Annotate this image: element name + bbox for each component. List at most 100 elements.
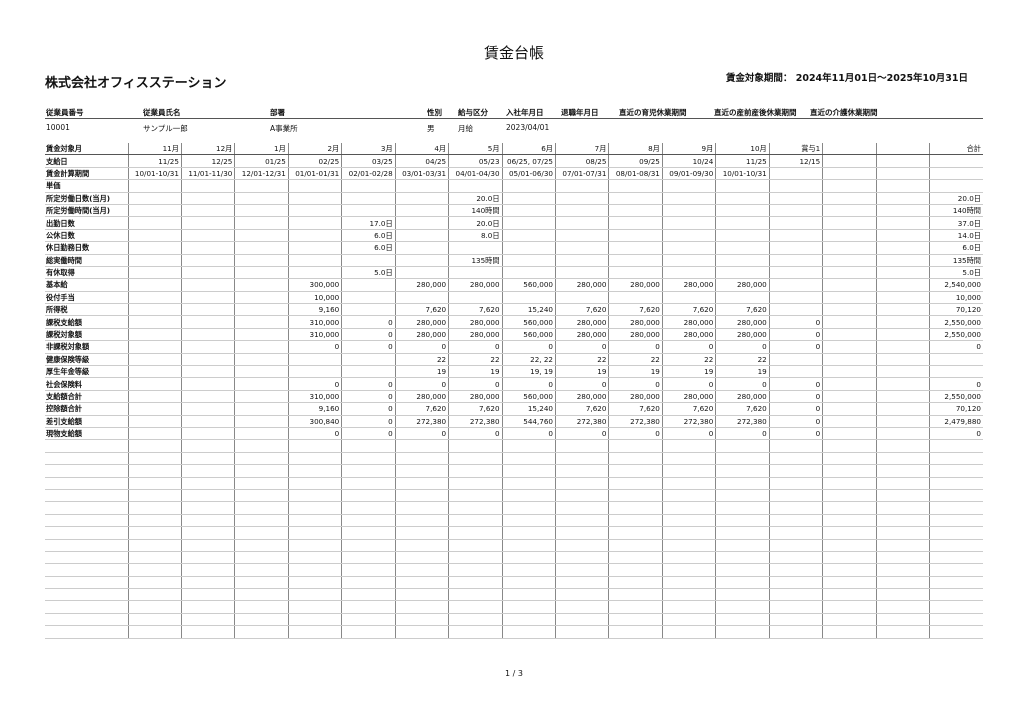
table-cell [661,514,716,528]
table-cell [394,192,449,205]
table-cell: 280,000 [394,390,449,404]
table-cell [287,501,342,515]
table-cell [768,192,823,205]
table-cell [875,563,930,577]
table-row [45,489,983,503]
table-cell [929,613,983,627]
table-cell [234,278,289,292]
table-row [45,526,983,540]
table-cell [822,303,877,317]
table-cell [287,563,342,577]
table-cell [661,539,716,552]
table-cell [929,501,983,515]
wage-ledger-table: 賃金対象月 11月 12月 1月 2月 3月 4月 5月 6月 7月 8月 9月 10月 賞与1 合計 支給日… [45,143,983,639]
table-cell [341,625,396,639]
table-cell [554,477,609,490]
table-cell [234,600,289,614]
table-cell: 280,000 [661,278,716,292]
table-cell: 22 [394,353,449,367]
wage-period: 賃金対象期間： 2024年11月01日～2025年10月31日 [725,73,968,84]
table-cell [554,539,609,552]
table-cell [822,179,877,193]
table-cell [127,600,182,614]
table-cell [768,539,823,552]
table-cell: 0 [768,340,823,354]
table-cell: 19 [608,365,663,379]
table-cell: 12月 [180,143,235,156]
table-cell [554,526,609,540]
table-cell [554,192,609,205]
table-cell: 7,620 [448,303,503,317]
table-cell [234,464,289,478]
table-row: 出勤日数 17.0日 20.0日 37.0日 [45,216,983,230]
table-row: 公休日数 6.0日 8.0日 14.0日 [45,229,983,243]
table-cell [234,576,289,590]
table-cell [554,464,609,478]
table-cell [554,600,609,614]
table-cell [715,489,770,503]
table-cell [180,514,235,528]
table-cell: 70,120 [929,303,983,317]
table-cell [394,464,449,478]
table-cell [127,278,182,292]
row-label: 総実働時間 [45,254,128,267]
table-cell: 272,380 [661,415,716,429]
table-cell: 10/24 [661,154,716,168]
table-cell [554,489,609,503]
table-cell [715,254,770,267]
table-row: 支給額合計 310,000 0 280,000 280,000 560,000 280,00… [45,390,983,404]
table-cell [448,613,503,627]
table-cell [875,576,930,590]
table-cell [608,477,663,490]
table-cell: 19 [554,365,609,379]
table-cell [180,192,235,205]
table-cell [127,303,182,317]
table-cell [608,439,663,453]
table-cell [394,501,449,515]
table-cell: 05/23 [448,154,503,168]
table-cell [875,365,930,379]
table-cell [554,204,609,218]
table-cell: 70,120 [929,402,983,416]
table-cell [501,192,556,205]
table-cell: 19 [448,365,503,379]
table-cell [768,613,823,627]
row-label [45,501,128,515]
table-cell [875,415,930,429]
table-cell [822,501,877,515]
table-cell [768,204,823,218]
employee-field-label: 従業員番号 [46,108,84,117]
table-cell [715,526,770,540]
table-cell [287,514,342,528]
table-cell: 280,000 [608,328,663,342]
table-cell: 9月 [661,143,716,156]
table-cell [287,229,342,243]
table-cell [394,613,449,627]
table-cell: 0 [341,415,396,429]
row-label: 課税支給額 [45,315,128,329]
table-cell [180,539,235,552]
table-cell [287,526,342,540]
table-cell [287,216,342,230]
table-row: 賃金計算期間 10/01-10/31 11/01-11/30 12/01-12/31 0… [45,167,983,181]
table-cell [501,291,556,305]
table-cell [501,179,556,193]
table-cell [768,501,823,515]
table-cell [234,229,289,243]
table-cell: 280,000 [394,328,449,342]
table-cell [875,291,930,305]
table-cell [341,600,396,614]
table-cell [180,588,235,602]
table-cell [341,291,396,305]
table-cell [661,266,716,280]
table-cell [127,439,182,453]
row-label: 所得税 [45,303,128,317]
table-cell: 0 [768,390,823,404]
table-cell: 2,550,000 [929,328,983,342]
table-cell [661,241,716,255]
table-cell [180,464,235,478]
table-cell [768,477,823,490]
table-cell [394,551,449,565]
table-cell: 0 [768,402,823,416]
employee-field-value: 10001 [46,123,70,132]
